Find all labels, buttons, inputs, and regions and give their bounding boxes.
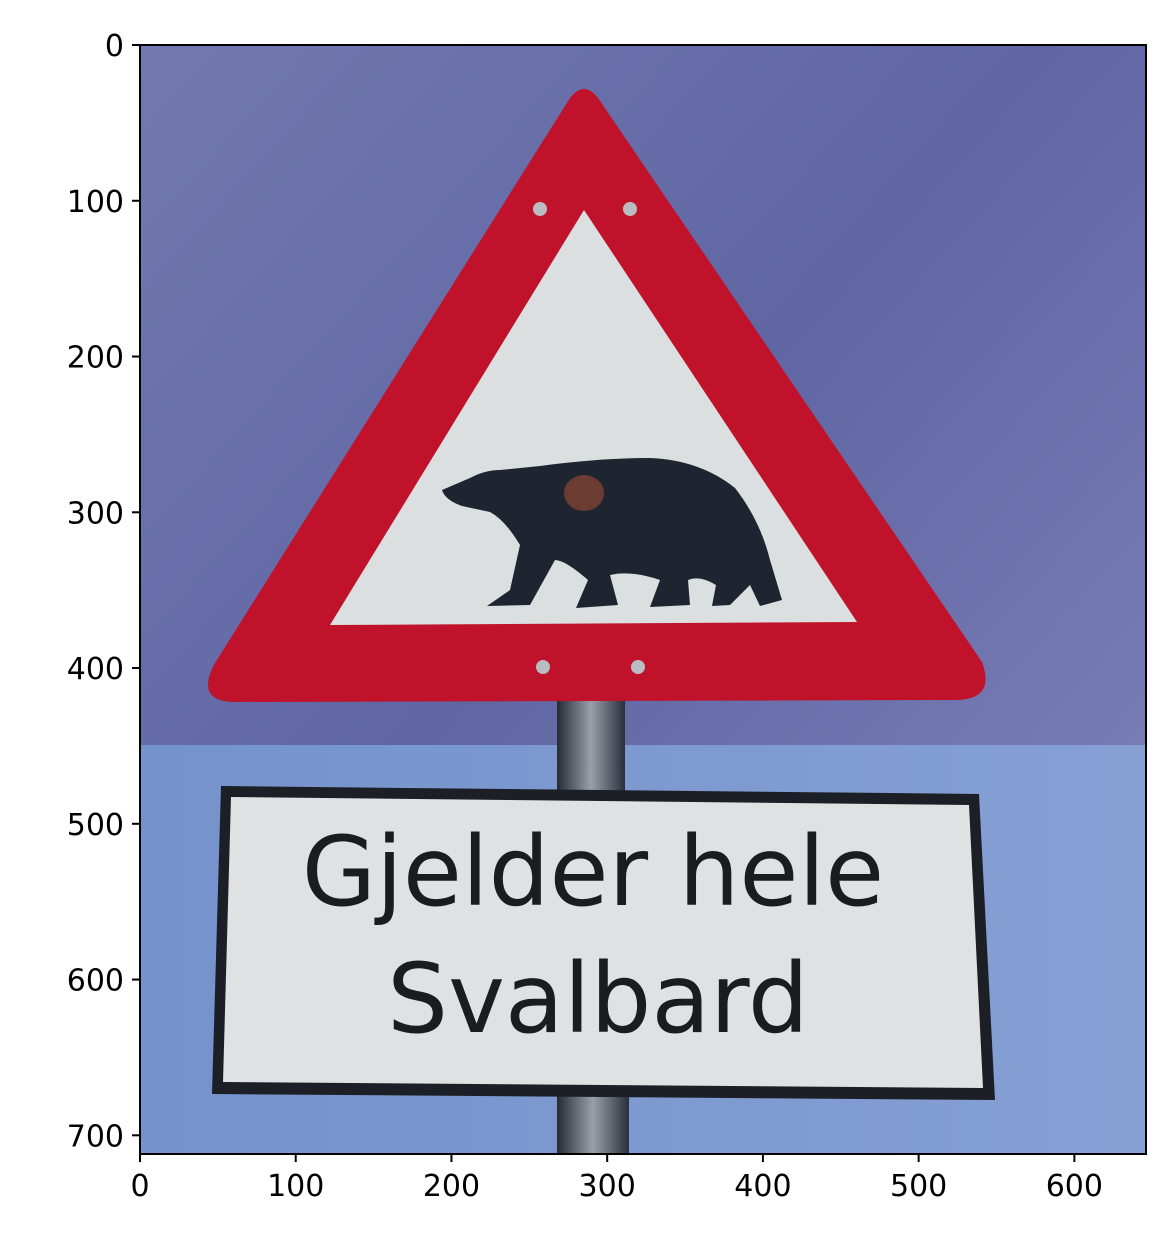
- axes-frame: [139, 44, 1147, 1155]
- sign-line-1: Gjelder hele: [302, 816, 884, 928]
- y-tick-label: 0: [105, 29, 124, 64]
- y-tick-label: 200: [67, 341, 124, 376]
- y-tick-label: 400: [67, 652, 124, 687]
- x-axis: 0 100 200 300 400 500 600: [130, 1154, 1103, 1204]
- y-tick-label: 600: [67, 964, 124, 999]
- sign-line-2: Svalbard: [387, 943, 809, 1055]
- x-tick-label: 400: [734, 1169, 791, 1204]
- bolt: [631, 660, 645, 674]
- x-tick-label: 500: [890, 1169, 947, 1204]
- y-tick-label: 500: [67, 808, 124, 843]
- warning-sign: [207, 89, 986, 702]
- bolt: [536, 660, 550, 674]
- photo: Gjelder hele Svalbard: [140, 45, 1146, 1154]
- polar-bear-icon: [442, 458, 782, 608]
- y-tick-label: 300: [67, 496, 124, 531]
- y-tick-label: 100: [67, 185, 124, 220]
- x-tick-label: 100: [267, 1169, 324, 1204]
- bolt: [533, 202, 547, 216]
- x-tick-label: 600: [1046, 1169, 1103, 1204]
- bear-spot: [564, 475, 604, 511]
- pole-lower: [557, 1092, 629, 1154]
- x-tick-label: 0: [130, 1169, 149, 1204]
- text-plate: Gjelder hele Svalbard: [212, 786, 995, 1100]
- bolt: [623, 202, 637, 216]
- y-axis: 0 100 200 300 400 500 600 700: [67, 29, 140, 1154]
- x-tick-label: 200: [423, 1169, 480, 1204]
- x-tick-label: 300: [579, 1169, 636, 1204]
- y-tick-label: 700: [67, 1119, 124, 1154]
- plate-face: [223, 797, 983, 1088]
